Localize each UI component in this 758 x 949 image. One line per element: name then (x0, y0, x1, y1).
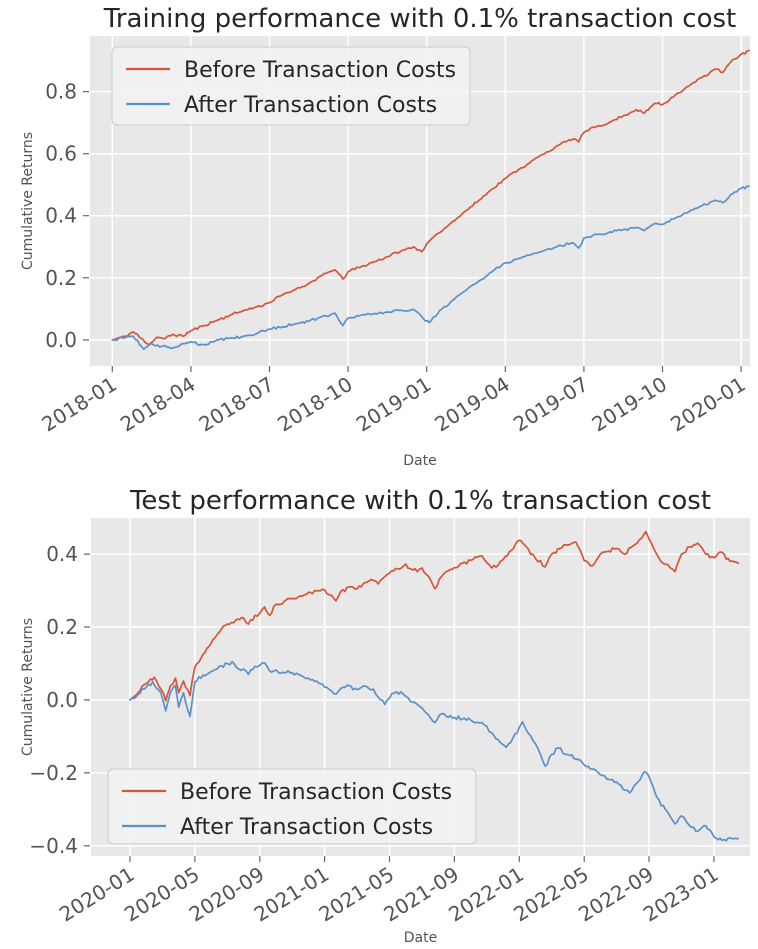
y-axis-label: Cumulative Returns (20, 132, 36, 270)
tick-marks (84, 553, 715, 862)
x-tick-label: 2018-04 (116, 372, 200, 437)
y-tick-label: 0.2 (45, 266, 77, 290)
series-line-before-transaction-costs (111, 49, 750, 346)
x-tick-label: 2018-07 (195, 372, 279, 437)
series-line-before-transaction-costs (129, 530, 740, 702)
series-line-after-transaction-costs (111, 185, 750, 351)
legend-box (107, 768, 477, 845)
legend-label: After Transaction Costs (184, 93, 437, 118)
legend-item-after-transaction-costs: After Transaction Costs (122, 815, 433, 840)
legend-item-before-transaction-costs: Before Transaction Costs (126, 58, 456, 83)
tick-marks (83, 90, 742, 372)
legend: Before Transaction Costs After Transactio… (107, 768, 477, 845)
legend-item-after-transaction-costs: After Transaction Costs (126, 93, 437, 118)
x-tick-label: 2019-10 (588, 372, 672, 437)
x-tick-label: 2019-01 (352, 372, 436, 437)
y-tick-labels: 0.0 0.2 0.4 0.6 0.8 (45, 80, 77, 352)
x-tick-label: 2019-07 (509, 372, 593, 437)
y-tick-label: 0.2 (46, 615, 78, 639)
x-axis-label: Date (404, 930, 437, 946)
legend-label: After Transaction Costs (180, 815, 433, 840)
y-tick-labels: 0.4 0.2 0.0 −0.2 −0.4 (29, 542, 78, 858)
x-tick-label: 2018-10 (273, 372, 357, 437)
x-axis-label: Date (403, 453, 436, 469)
x-tick-labels: 2020-012020-052020-092021-012021-052021-… (55, 862, 722, 927)
x-tick-label: 2018-01 (37, 372, 121, 437)
y-tick-label: 0.0 (45, 328, 77, 352)
x-tick-labels: 2018-012018-042018-072018-102019-012019-… (37, 372, 749, 437)
x-tick-label: 2020-01 (666, 372, 750, 437)
y-tick-label: 0.4 (46, 542, 78, 566)
y-tick-label: −0.4 (29, 834, 78, 858)
x-tick-label: 2023-01 (639, 862, 723, 927)
y-tick-label: 0.8 (45, 80, 77, 104)
legend-item-before-transaction-costs: Before Transaction Costs (122, 780, 452, 805)
legend-label: Before Transaction Costs (184, 58, 456, 83)
chart-title: Test performance with 0.1% transaction c… (129, 486, 711, 516)
training-performance-figure: 0.0 0.2 0.4 0.6 0.8 2018-01 2018-04 2018-07 2018… (20, 4, 750, 469)
y-tick-label: 0.6 (45, 142, 77, 166)
y-tick-label: 0.0 (46, 688, 78, 712)
legend: Before Transaction Costs After Transactio… (111, 46, 471, 126)
y-tick-label: 0.4 (45, 204, 77, 228)
y-axis-label: Cumulative Returns (20, 618, 36, 756)
series-line-after-transaction-costs (129, 660, 740, 842)
y-tick-label: −0.2 (29, 761, 78, 785)
legend-box (111, 46, 471, 126)
test-performance-chart: 0.4 0.2 0.0 −0.2 −0.4 2020-012020-052020-0920… (20, 486, 750, 946)
legend-label: Before Transaction Costs (180, 780, 452, 805)
chart-title: Training performance with 0.1% transacti… (103, 4, 736, 34)
training-performance-chart: 0.0 0.2 0.4 0.6 0.8 2018-012018-042018-072018… (20, 4, 750, 469)
test-performance-figure: 0.4 0.2 0.0 −0.2 −0.4 2020-01 2020-05 2020-09 20… (0, 478, 758, 949)
x-tick-label: 2019-04 (430, 372, 514, 437)
